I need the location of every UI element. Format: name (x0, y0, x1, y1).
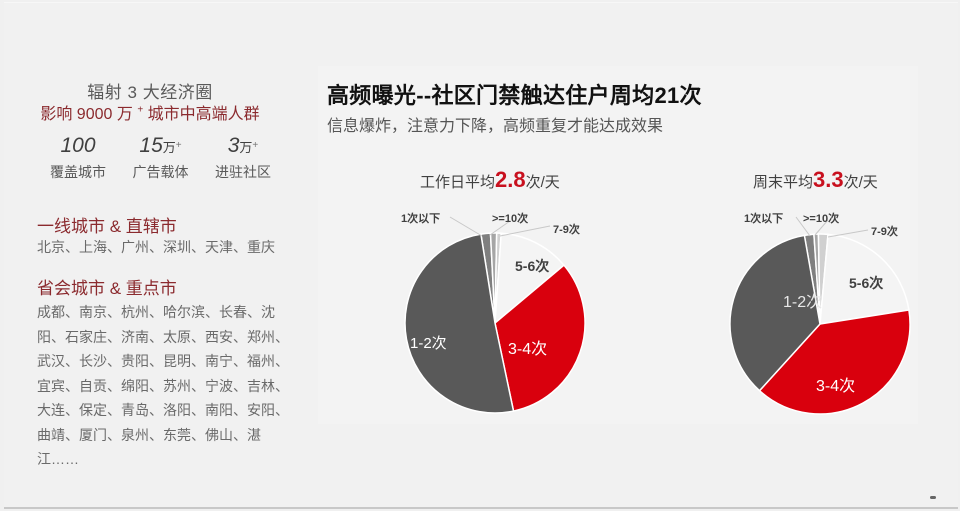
subline-prefix: 影响 9000 万 (40, 106, 133, 123)
stat-label: 覆盖城市 (50, 164, 106, 180)
pie-slice (729, 234, 821, 392)
stat-value: 3 (227, 134, 240, 157)
stat-sup: + (252, 140, 259, 151)
pie-slice (494, 264, 586, 412)
pie-weekend-label-1-2: 1-2次 (783, 294, 823, 311)
stat-label: 进驻社区 (215, 164, 271, 180)
section-title-provincial: 省会城市 & 重点市 (37, 279, 177, 298)
pie-weekend-label-3-4: 3-4次 (816, 378, 856, 395)
pie-slice (494, 232, 566, 325)
pie-weekday-label-under1: 1次以下 (401, 213, 441, 225)
pie-weekday-label-1-2: 1-2次 (410, 335, 447, 352)
pie-slice (819, 233, 910, 325)
stat-unit: 万 (162, 140, 176, 155)
leader-line (795, 216, 811, 237)
stat-label: 广告载体 (132, 164, 189, 180)
stat-ad-carriers: 15万+ 广告载体 (121, 134, 201, 182)
pie-title-value: 2.8 (495, 167, 526, 192)
headline: 辐射 3 大经济圈 (87, 83, 213, 102)
leader-line (814, 219, 829, 236)
stat-value: 15 (139, 134, 163, 157)
subline-sup: + (137, 104, 144, 116)
pie-title-suffix: 次/天 (843, 174, 878, 191)
pie-weekday-label-7-9: 7-9次 (553, 224, 580, 236)
section-body-tier1: 北京、上海、广州、深圳、天津、重庆 (37, 239, 275, 255)
leader-line (449, 216, 483, 237)
stat-unit: 万 (239, 140, 253, 155)
stats-row: 100 覆盖城市 15万+ 广告载体 3万+ 进驻社区 (38, 134, 283, 182)
page-subtitle: 信息爆炸，注意力下降，高频重复才能达成效果 (327, 118, 664, 135)
stat-cities: 100 覆盖城市 (38, 134, 118, 182)
stat-value: 100 (60, 134, 96, 157)
stat-sup: + (175, 140, 182, 151)
section-title-tier1: 一线城市 & 直辖市 (37, 217, 177, 236)
pie-weekday-title: 工作日平均2.8次/天 (420, 167, 560, 193)
pie-weekend-label-under1: 1次以下 (744, 213, 784, 225)
subline-suffix: 城市中高端人群 (147, 106, 260, 123)
pie-weekend-label-5-6: 5-6次 (849, 275, 884, 291)
pie-slice (404, 233, 515, 414)
pie-chart-weekday (404, 216, 586, 414)
corner-mark (930, 496, 936, 499)
pie-slice (758, 309, 911, 415)
leader-line (489, 220, 511, 236)
pie-weekday-label-ge10: >=10次 (492, 213, 529, 225)
pie-weekend-title: 周末平均3.3次/天 (753, 167, 878, 193)
section-body-provincial: 成都、南京、杭州、哈尔滨、长春、沈阳、石家庄、济南、太原、西安、郑州、武汉、长沙… (37, 304, 289, 467)
subline: 影响 9000 万 + 城市中高端人群 (0, 100, 300, 124)
pie-weekday-label-5-6: 5-6次 (515, 258, 550, 274)
pie-title-prefix: 工作日平均 (420, 174, 496, 191)
pie-title-suffix: 次/天 (525, 174, 560, 191)
pie-title-prefix: 周末平均 (753, 174, 814, 191)
pie-weekday-label-3-4: 3-4次 (508, 341, 548, 358)
pie-weekend-label-7-9: 7-9次 (871, 226, 898, 238)
page-title: 高频曝光--社区门禁触达住户周均21次 (327, 83, 702, 108)
pie-weekend-label-ge10: >=10次 (803, 213, 840, 225)
pie-title-value: 3.3 (813, 167, 844, 192)
leader-line (827, 229, 869, 238)
pie-chart-weekend (729, 216, 911, 415)
stat-communities: 3万+ 进驻社区 (203, 134, 283, 182)
leader-line (499, 225, 551, 237)
